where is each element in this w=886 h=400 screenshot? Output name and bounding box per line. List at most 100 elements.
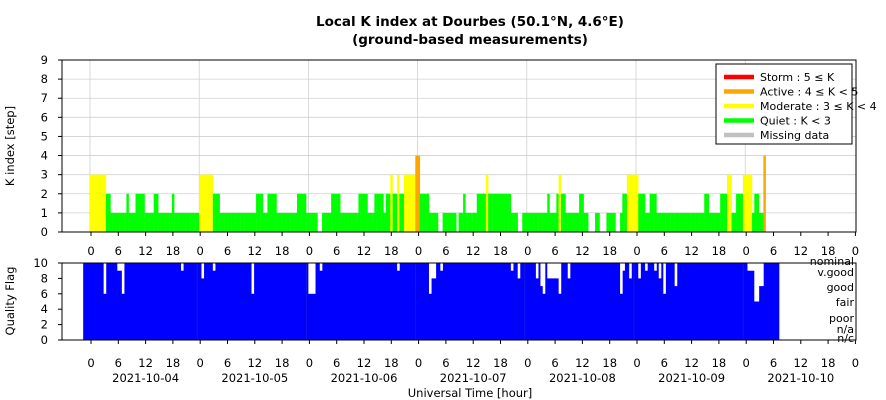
k-bar: [110, 212, 113, 232]
k-bar: [237, 212, 241, 232]
k-bar: [333, 193, 336, 232]
k-bar: [758, 212, 762, 232]
k-bar: [322, 212, 325, 232]
k-bar: [160, 212, 163, 232]
k-bar: [342, 212, 345, 232]
k-bar: [631, 174, 634, 232]
k-bar: [715, 212, 719, 232]
quality-label: good: [827, 281, 854, 294]
k-bar: [196, 212, 200, 232]
k-bar: [701, 212, 705, 232]
k-bar: [294, 212, 298, 232]
k-bar: [449, 212, 452, 232]
x-tick-label: 12: [575, 356, 590, 370]
k-bar: [711, 212, 714, 232]
k-bar: [206, 174, 209, 232]
k-bar: [742, 174, 746, 232]
k-bar: [378, 193, 382, 232]
k-bar: [128, 212, 132, 232]
k-bar: [551, 212, 555, 232]
k-bar: [303, 193, 307, 232]
k-bar: [708, 212, 712, 232]
quality-gap: [551, 263, 559, 279]
k-bar: [101, 174, 104, 232]
k-bar: [613, 212, 616, 232]
k-bar: [465, 212, 468, 232]
k-bar: [674, 212, 678, 232]
k-bar: [545, 212, 548, 232]
k-bar: [576, 212, 580, 232]
k-bar: [385, 193, 389, 232]
y-tick-label: 4: [41, 149, 48, 163]
x-tick-label: 0: [415, 244, 422, 258]
k-bar: [360, 193, 364, 232]
k-bar: [235, 212, 239, 232]
k-bar: [344, 212, 348, 232]
x-tick-label: 6: [442, 244, 449, 258]
k-bar: [697, 212, 700, 232]
x-tick-label: 6: [224, 244, 231, 258]
k-bar: [656, 212, 659, 232]
k-bar: [367, 212, 371, 232]
x-tick-label: 18: [275, 356, 290, 370]
k-bar: [401, 193, 405, 232]
k-bar: [472, 212, 475, 232]
k-bar: [729, 174, 732, 232]
k-bar: [349, 212, 352, 232]
quality-gap: [319, 263, 323, 271]
k-bar: [444, 212, 448, 232]
k-bar: [460, 212, 464, 232]
k-bar: [419, 193, 423, 232]
k-bar: [262, 212, 266, 232]
x-tick-label: 6: [551, 244, 558, 258]
y-tick-label: 9: [41, 53, 48, 67]
k-bar: [228, 212, 232, 232]
x-tick-label: 12: [575, 244, 590, 258]
x-tick-label: 12: [357, 356, 372, 370]
k-bar: [476, 193, 480, 232]
quality-label: poor: [829, 312, 854, 325]
x-tick-label: 0: [743, 356, 750, 370]
k-bar: [126, 193, 129, 232]
k-bar: [103, 174, 107, 232]
k-bar: [337, 193, 341, 232]
k-bar: [490, 193, 493, 232]
x-tick-label: 12: [247, 244, 262, 258]
k-bar: [324, 212, 327, 232]
k-bar: [210, 174, 214, 232]
k-bar: [272, 193, 275, 232]
k-bar: [645, 212, 648, 232]
k-bar: [406, 174, 409, 232]
legend-label: Active : 4 ≤ K < 5: [760, 86, 858, 99]
k-bar: [203, 174, 207, 232]
x-tick-label: 18: [384, 356, 399, 370]
chart-title: Local K index at Dourbes (50.1°N, 4.6°E): [316, 14, 624, 30]
k-bar: [394, 193, 398, 232]
date-label: 2021-10-06: [331, 371, 398, 385]
quality-gap: [645, 263, 648, 271]
k-bar: [308, 212, 311, 232]
k-bar: [92, 174, 95, 232]
quality-gap: [754, 263, 760, 302]
quality-label: nominal: [810, 255, 854, 268]
k-bar: [149, 212, 152, 232]
x-tick-label: 0: [415, 356, 422, 370]
x-tick-label: 0: [197, 356, 204, 370]
x-axis-label: Universal Time [hour]: [408, 386, 533, 400]
k-bar: [558, 174, 562, 232]
quality-gap: [758, 263, 764, 287]
date-label: 2021-10-05: [221, 371, 288, 385]
k-bar: [397, 174, 400, 232]
k-bar: [622, 193, 625, 232]
k-bar: [683, 212, 687, 232]
legend-label: Missing data: [760, 129, 829, 142]
k-bar: [761, 212, 764, 232]
k-bar: [392, 193, 396, 232]
quality-gap: [622, 263, 625, 271]
k-bar: [756, 193, 760, 232]
k-bar: [244, 212, 248, 232]
quality-label: fair: [836, 296, 855, 309]
quality-gap: [540, 263, 544, 287]
k-bar: [422, 193, 425, 232]
k-bar: [374, 193, 377, 232]
